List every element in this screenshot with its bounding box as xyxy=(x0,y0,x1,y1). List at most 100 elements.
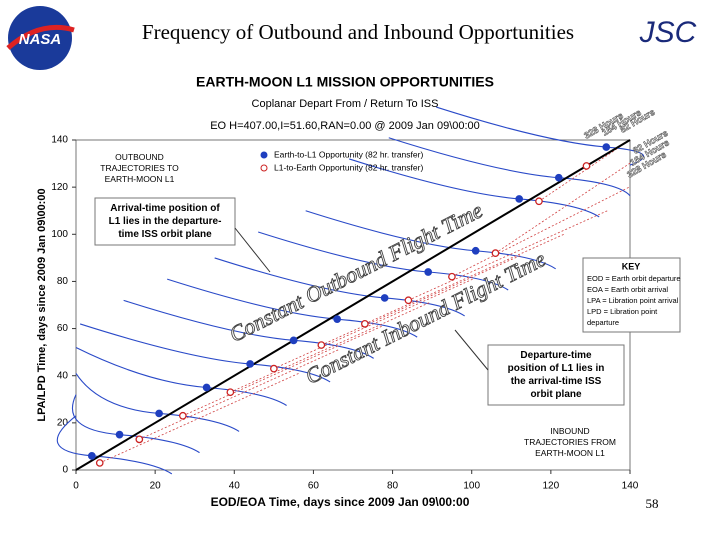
key-line: LPA = Libration point arrival xyxy=(587,296,679,305)
trajectory-curve xyxy=(214,257,465,317)
y-tick-label: 140 xyxy=(51,135,68,146)
data-point xyxy=(380,294,389,302)
data-point xyxy=(155,409,163,418)
key-line: EOD = Earth orbit departure xyxy=(587,274,681,283)
logo-text: NASA xyxy=(19,31,62,48)
key-line: EOA = Earth orbit arrival xyxy=(587,285,668,294)
x-tick-label: 20 xyxy=(150,481,162,492)
chart-title: EARTH-MOON L1 MISSION OPPORTUNITIES xyxy=(196,74,494,90)
trajectory-curve xyxy=(305,210,556,270)
legend-marker xyxy=(260,164,268,172)
legend-label: L1-to-Earth Opportunity (82 hr. transfer… xyxy=(274,162,423,172)
inbound-text: TRAJECTORIES FROM xyxy=(524,437,616,447)
data-point xyxy=(333,315,342,323)
departure-text: the arrival-time ISS xyxy=(511,376,602,387)
trajectory-curve xyxy=(123,299,374,359)
key-line: LPD = Libration point xyxy=(587,307,658,316)
data-point xyxy=(317,341,326,349)
key-box xyxy=(582,257,681,333)
page-number: 58 xyxy=(646,496,659,511)
logo-disc xyxy=(8,6,72,70)
data-point xyxy=(448,272,456,281)
legend-label: Earth-to-L1 Opportunity (82 hr. transfer… xyxy=(274,149,423,159)
y-tick-label: 40 xyxy=(57,370,69,381)
y-tick-label: 60 xyxy=(57,323,69,334)
data-point xyxy=(404,296,413,305)
data-point xyxy=(178,411,187,420)
data-point xyxy=(491,249,500,257)
data-point xyxy=(554,173,563,182)
trajectory-curve xyxy=(79,323,331,383)
outbound-text: OUTBOUND xyxy=(115,152,164,162)
inbound-trajectory xyxy=(273,278,475,370)
data-point xyxy=(202,383,211,392)
trajectory-curve xyxy=(436,106,645,166)
trajectory-curve xyxy=(167,278,418,338)
inbound-trajectory xyxy=(321,254,522,346)
trajectory-curve xyxy=(71,394,200,454)
inbound-trajectory xyxy=(408,209,609,301)
data-point xyxy=(289,336,298,345)
inbound-trajectory xyxy=(364,233,566,325)
chart-subtitle: Coplanar Depart From / Return To ISS xyxy=(252,98,439,110)
data-point xyxy=(535,197,543,206)
key-title: KEY xyxy=(622,261,641,271)
y-tick-label: 100 xyxy=(51,229,68,240)
outbound-label: Constant Outbound Flight Time xyxy=(225,197,487,347)
slide-title: Frequency of Outbound and Inbound Opport… xyxy=(142,20,574,44)
arrival-box xyxy=(94,197,236,246)
data-point xyxy=(515,195,524,203)
x-tick-label: 140 xyxy=(622,481,639,492)
departure-text: position of L1 lies in xyxy=(508,363,605,374)
arrival-text: Arrival-time position of xyxy=(110,203,220,214)
inbound-text: INBOUND xyxy=(550,426,589,436)
orbit-note: EO H=407.00,I=51.60,RAN=0.00 @ 2009 Jan … xyxy=(210,120,480,132)
key-line: departure xyxy=(587,318,619,327)
x-tick-label: 120 xyxy=(543,481,560,492)
data-point xyxy=(246,360,254,368)
data-point xyxy=(361,320,369,328)
y-tick-label: 0 xyxy=(62,465,68,476)
x-tick-label: 40 xyxy=(229,481,241,492)
x-tick-label: 100 xyxy=(463,481,480,492)
data-point xyxy=(87,452,96,460)
y-axis-label: LPA/LPD Time, days since 2009 Jan 09\00:… xyxy=(36,188,48,421)
departure-text: Departure-time xyxy=(520,350,592,361)
x-tick-label: 0 xyxy=(73,481,79,492)
trajectory-curve xyxy=(75,347,287,406)
x-tick-label: 60 xyxy=(308,481,320,492)
trajectory-curve xyxy=(388,137,631,197)
inbound-trajectory xyxy=(451,186,631,278)
x-tick-label: 80 xyxy=(387,481,399,492)
data-point xyxy=(602,143,611,151)
inbound-trajectory xyxy=(495,162,631,254)
inbound-trajectory xyxy=(230,301,431,393)
outbound-text: EARTH-MOON L1 xyxy=(105,174,175,184)
arrival-text: L1 lies in the departure- xyxy=(109,216,222,227)
nasa-logo: NASA xyxy=(6,6,75,70)
inbound-trajectory xyxy=(99,372,300,464)
data-point xyxy=(135,435,144,444)
trajectory-curve xyxy=(258,231,509,291)
legend-marker xyxy=(260,151,268,159)
data-point xyxy=(95,459,104,467)
logo-swoosh xyxy=(6,24,75,50)
pointer xyxy=(234,227,271,273)
trajectory-curve xyxy=(75,373,240,432)
reference-line xyxy=(75,139,631,471)
data-point xyxy=(226,388,235,397)
trajectory-curve xyxy=(56,415,173,475)
pointer xyxy=(454,329,489,371)
outbound-text: TRAJECTORIES TO xyxy=(100,163,179,173)
inbound-trajectory xyxy=(182,325,384,417)
data-point xyxy=(115,430,124,439)
trajectory-curve xyxy=(349,158,600,218)
data-point xyxy=(270,364,278,373)
org: JSC xyxy=(639,16,697,49)
y-tick-label: 120 xyxy=(51,182,68,193)
departure-box xyxy=(487,344,625,406)
departure-text: orbit plane xyxy=(530,389,582,400)
x-axis-label: EOD/EOA Time, days since 2009 Jan 09\00:… xyxy=(211,495,470,509)
data-point xyxy=(471,246,480,255)
